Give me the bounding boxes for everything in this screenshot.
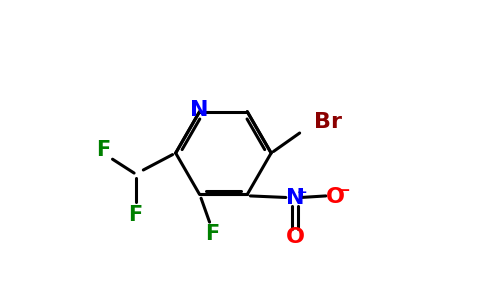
Text: O: O	[286, 227, 304, 247]
Text: F: F	[96, 140, 110, 160]
Text: F: F	[129, 205, 143, 225]
Text: O: O	[326, 187, 345, 207]
Text: Br: Br	[314, 112, 342, 132]
Text: F: F	[206, 224, 220, 244]
Text: N: N	[286, 188, 304, 208]
Text: N: N	[190, 100, 208, 120]
Text: −: −	[337, 183, 350, 198]
Text: +: +	[297, 186, 307, 199]
